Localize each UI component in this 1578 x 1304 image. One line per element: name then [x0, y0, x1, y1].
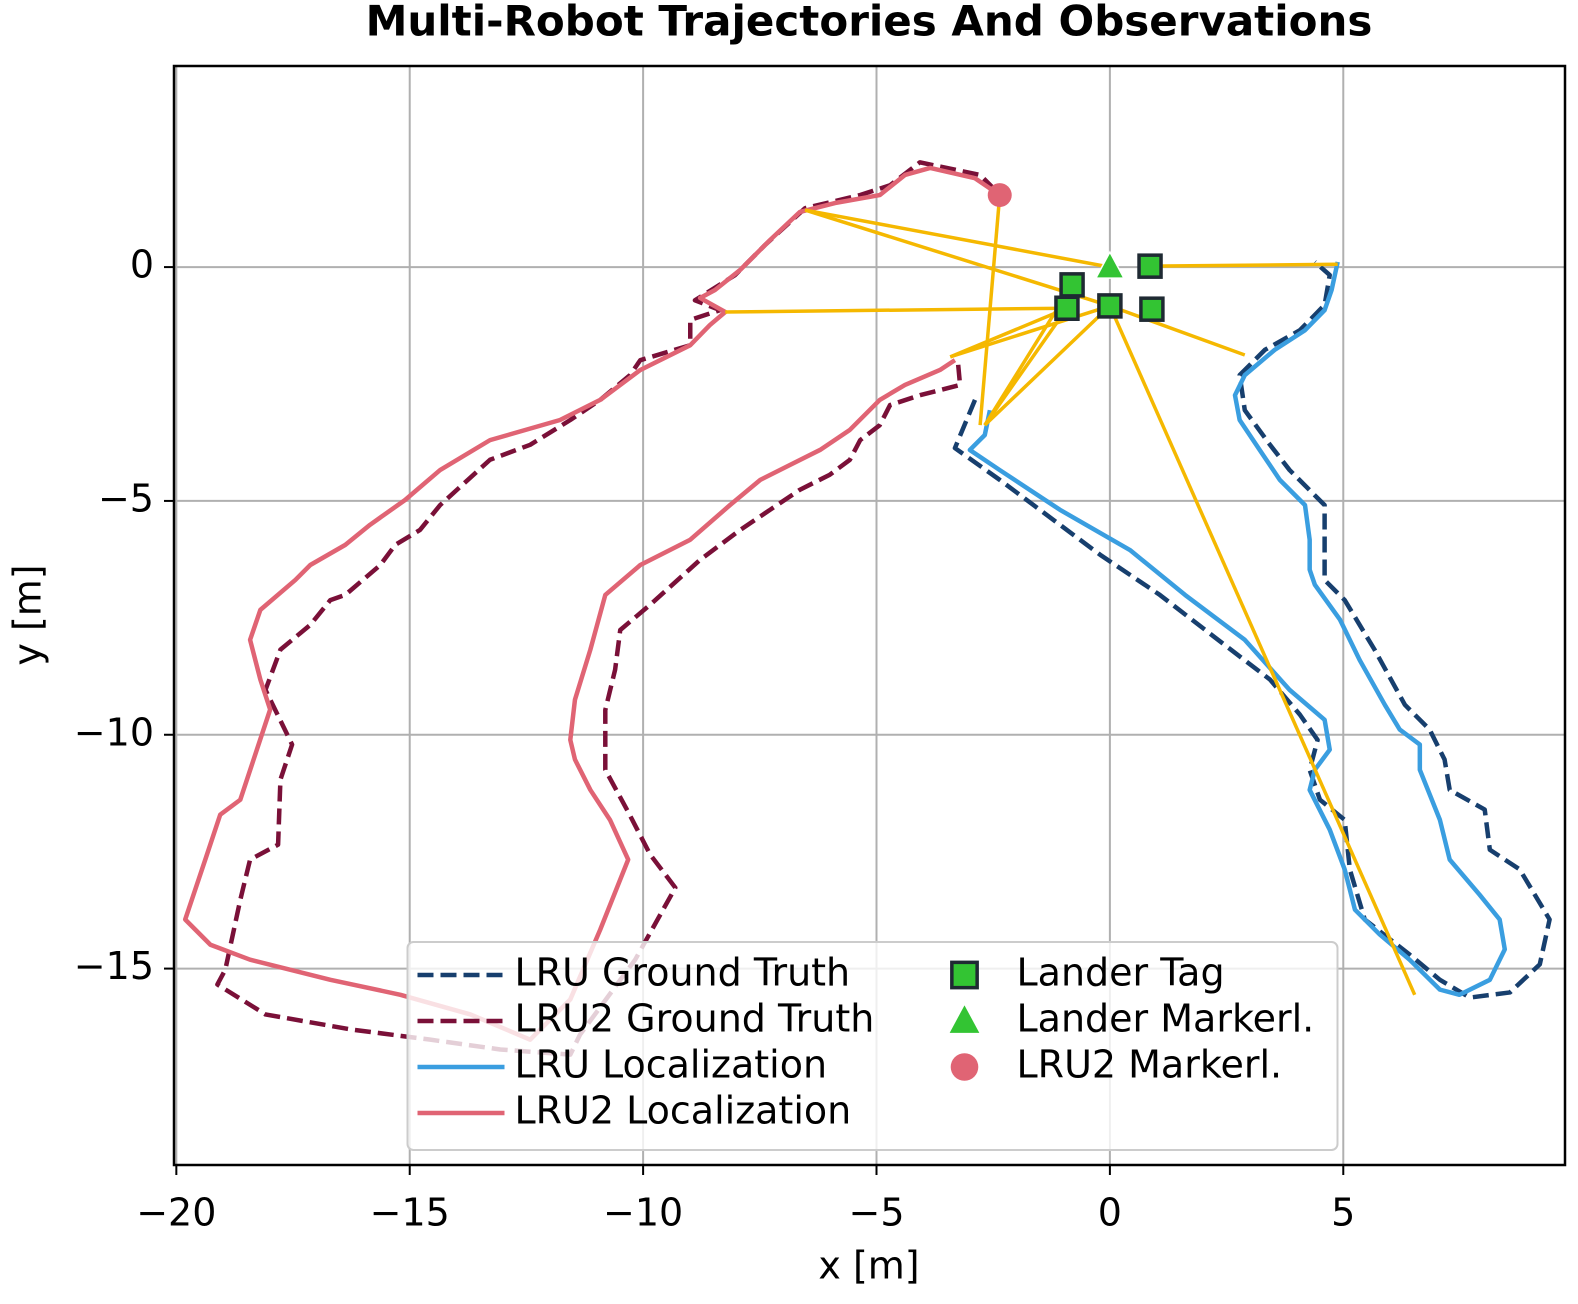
legend-label: LRU2 Localization: [515, 1089, 852, 1133]
marker-square: [1137, 253, 1163, 279]
trajectory-line: [182, 165, 1001, 1042]
marker-circle: [987, 183, 1012, 208]
plot-area: [182, 160, 1552, 1057]
legend-label: LRU Localization: [515, 1043, 828, 1087]
trajectory-line: [215, 160, 997, 1057]
y-tick-label: −5: [98, 476, 154, 520]
marker-triangle: [1094, 250, 1126, 279]
x-tick-label: −5: [848, 1191, 904, 1235]
y-tick-label: −15: [74, 944, 154, 988]
observation-line: [983, 304, 1112, 427]
observation-line: [1109, 304, 1246, 357]
x-tick-label: −10: [603, 1191, 683, 1235]
legend-box: [406, 941, 1339, 1151]
legend-label: Lander Tag: [1017, 951, 1225, 995]
observation-line: [949, 304, 1111, 359]
y-tick-label: 0: [130, 243, 154, 287]
observation-line: [804, 208, 1111, 269]
x-tick-label: 5: [1331, 1191, 1355, 1235]
plot-frame: [172, 64, 1567, 1167]
legend-label: LRU2 Ground Truth: [515, 997, 875, 1041]
marker-square: [950, 960, 979, 990]
observation-line: [1108, 305, 1417, 996]
x-tick-label: −20: [136, 1191, 216, 1235]
marker-triangle: [947, 1002, 982, 1035]
x-tick-label: −15: [370, 1191, 450, 1235]
observation-line: [804, 208, 1111, 308]
marker-square: [1059, 272, 1085, 298]
marker-circle: [950, 1053, 979, 1081]
observation-line: [949, 306, 1068, 359]
marker-square: [1139, 296, 1165, 322]
y-axis-label: y [m]: [6, 564, 50, 665]
trajectory-line: [952, 260, 1552, 1000]
legend-label: LRU2 Markerl.: [1017, 1043, 1283, 1087]
ticks: −20 −15 −10 −5 0 5 0 −5 −10 −15: [74, 243, 1356, 1235]
observation-line: [725, 306, 1067, 314]
marker-square: [1097, 293, 1123, 319]
observation-line: [1150, 262, 1338, 268]
observation-line: [978, 194, 1002, 426]
x-axis-label: x [m]: [818, 1244, 919, 1288]
chart-title: Multi-Robot Trajectories And Observation…: [366, 0, 1373, 46]
legend-label: LRU Ground Truth: [515, 951, 851, 995]
marker-square: [1054, 295, 1080, 321]
trajectory-line: [967, 261, 1508, 998]
legend-label: Lander Markerl.: [1017, 997, 1315, 1041]
x-tick-label: 0: [1098, 1191, 1122, 1235]
y-tick-label: −10: [74, 710, 154, 754]
